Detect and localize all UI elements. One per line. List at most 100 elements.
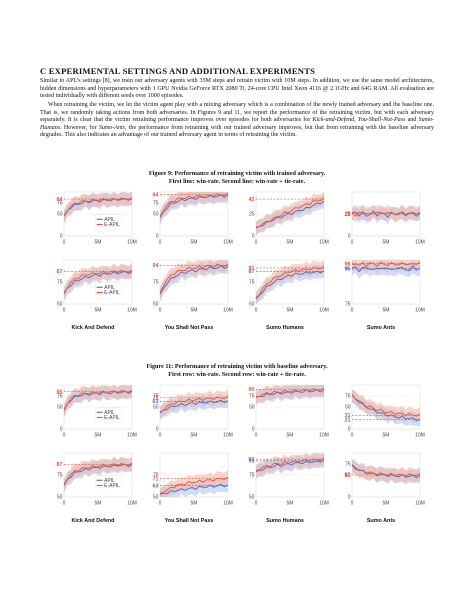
x-tick-label: 5M (95, 501, 102, 507)
f11-sh-win-panel: 0 50 75 0 5M 10M 90 (244, 382, 329, 439)
y-tick-label: 0 (348, 234, 351, 240)
x-tick-label: 5M (287, 433, 294, 439)
eapil-reference-value: 93 (249, 457, 255, 463)
x-tick-label: 10M (127, 308, 137, 314)
eapil-confidence-band (64, 192, 132, 224)
eapil-legend-label: E-APIL (104, 222, 120, 228)
x-tick-label: 0 (159, 501, 162, 507)
eapil-reference-value: 25 (345, 212, 351, 218)
f9-ysnp-wt-chart: 50 75 0 5M 10M 94 (153, 259, 233, 314)
eapil-reference-value: 85 (57, 389, 63, 395)
para2-italic-ysnp: You-Shall-Not-Pass (357, 117, 406, 123)
y-tick-label: 50 (249, 302, 255, 308)
para2-text-b: , (354, 117, 358, 123)
eapil-reference-value: 84 (57, 197, 63, 203)
apil-series-line (63, 270, 133, 293)
y-tick-label: 75 (249, 473, 255, 479)
eapil-legend-label: E-APIL (104, 483, 120, 489)
x-tick-label: 10M (415, 240, 425, 246)
eapil-series-line (63, 462, 133, 485)
apil-legend-label: APIL (104, 410, 115, 416)
eapil-confidence-band (64, 385, 132, 417)
x-tick-label: 5M (383, 433, 390, 439)
para2-text-d: . However, for (60, 124, 99, 131)
eapil-reference-value: 71 (153, 476, 159, 482)
f11-sa-win-panel: 0 50 75 0 5M 10M 31 21 (340, 382, 425, 439)
apil-series-line (255, 389, 325, 398)
para2-text-e: , the performance from retraining with o… (40, 124, 434, 139)
x-tick-label: 10M (415, 501, 425, 507)
eapil-series-line (351, 394, 421, 417)
para2-italic-sumo-ants: Sumo-Ants (98, 124, 126, 131)
x-tick-label: 0 (351, 433, 354, 439)
x-tick-label: 5M (95, 308, 102, 314)
x-tick-label: 5M (95, 240, 102, 246)
eapil-confidence-band (160, 260, 228, 300)
x-tick-label: 10M (223, 308, 233, 314)
paragraph-retraining: When retraining the victim, we let the v… (40, 102, 434, 140)
y-tick-label: 0 (252, 427, 255, 433)
eapil-reference-value: 94 (153, 263, 159, 269)
legend-box (94, 282, 122, 295)
x-tick-label: 5M (95, 433, 102, 439)
eapil-reference-value: 91 (249, 266, 255, 272)
f9-col-label-kick: Kick And Defend (71, 325, 115, 331)
x-tick-label: 0 (255, 433, 258, 439)
x-tick-label: 5M (191, 240, 198, 246)
para2-text-c: and (405, 117, 419, 123)
apil-reference-value: 95 (345, 267, 351, 273)
y-tick-label: 75 (249, 394, 255, 400)
eapil-series-line (351, 464, 421, 477)
figure11-caption-line2: First row: win-rate. Second row: win-rat… (168, 370, 306, 378)
y-tick-label: 50 (249, 405, 255, 411)
apil-legend-label: APIL (104, 217, 115, 223)
x-tick-label: 5M (383, 501, 390, 507)
eapil-reference-value: 71 (153, 396, 159, 402)
eapil-confidence-band (256, 260, 324, 304)
y-tick-label: 50 (57, 495, 63, 501)
apil-series-line (63, 390, 133, 411)
y-tick-label: 50 (57, 302, 63, 308)
x-tick-label: 10M (127, 240, 137, 246)
y-tick-label: 75 (345, 302, 351, 308)
f9-ysnp-win-chart: 0 50 75 0 5M 10M 94 (153, 191, 233, 246)
eapil-series-line (159, 263, 229, 293)
f9-sa-win-panel: 0 25 0 5M 10M 25 (340, 189, 425, 246)
apil-reference-value: 87 (249, 269, 255, 275)
eapil-confidence-band (160, 389, 228, 420)
eapil-reference-value: 87 (57, 269, 63, 275)
f11-ysnp-wt-panel: 50 75 0 5M 10M 71 63 (148, 450, 233, 507)
apil-series-line (63, 197, 133, 216)
x-tick-label: 5M (191, 501, 198, 507)
y-tick-label: 25 (345, 212, 351, 218)
y-tick-label: 75 (57, 280, 63, 286)
para2-italic-sumo-humans: Sumo-Humans (40, 117, 434, 131)
y-tick-label: 50 (57, 212, 63, 218)
y-tick-label: 75 (345, 394, 351, 400)
y-tick-label: 95 (345, 266, 351, 272)
apil-legend-label: APIL (104, 285, 115, 291)
y-tick-label: 50 (249, 495, 255, 501)
apil-reference-value: 63 (153, 399, 159, 405)
x-tick-label: 10M (319, 240, 329, 246)
legend-box (94, 407, 122, 420)
y-tick-label: 50 (345, 405, 351, 411)
eapil-reference-value: 98 (345, 261, 351, 267)
y-tick-label: 75 (153, 394, 159, 400)
y-tick-label: 50 (57, 405, 63, 411)
y-tick-label: 75 (57, 201, 63, 207)
para2-italic-kick: Kick-and-Defend (312, 117, 355, 123)
y-tick-label: 75 (153, 473, 159, 479)
y-tick-label: 50 (345, 473, 351, 479)
x-tick-label: 0 (159, 433, 162, 439)
y-tick-label: 75 (345, 462, 351, 468)
eapil-reference-value: 31 (345, 413, 351, 419)
figure11-caption-line1: Figure 11: Performance of retraining vic… (146, 363, 328, 370)
